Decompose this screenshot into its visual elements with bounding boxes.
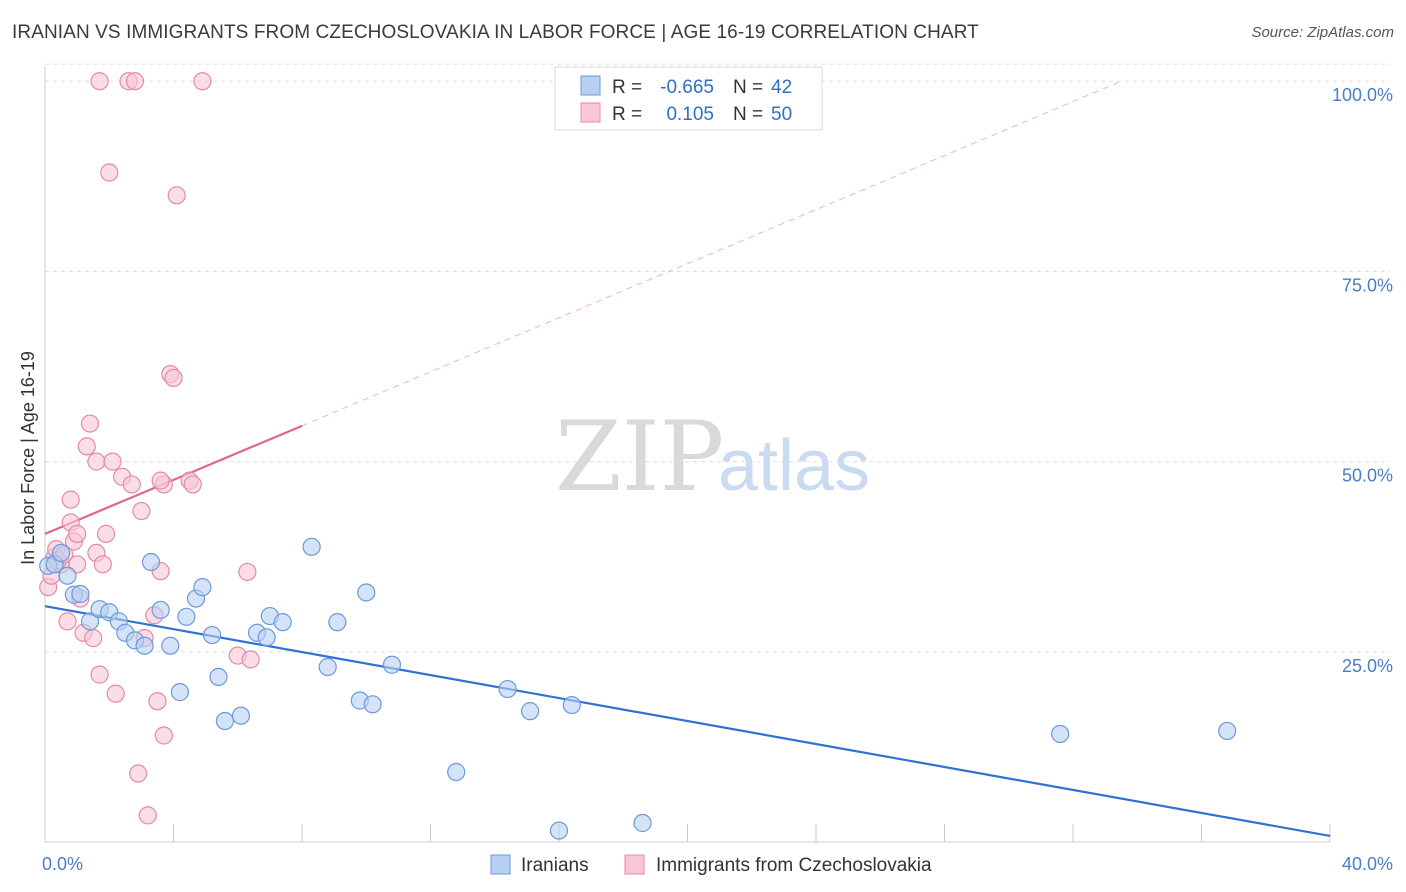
point-iranians [382, 655, 402, 674]
axes [44, 66, 1331, 843]
trend-line-iranians [44, 605, 1331, 837]
point-czech [132, 501, 151, 521]
point-iranians [177, 607, 196, 626]
legend-n-label-czech: N = [733, 104, 763, 125]
point-czech [68, 524, 87, 543]
source-credit: Source: ZipAtlas.com [1251, 24, 1394, 41]
point-czech [125, 72, 145, 91]
watermark-atlas: atlas [718, 426, 870, 506]
point-iranians [161, 636, 180, 655]
point-czech [90, 72, 109, 91]
point-czech [100, 163, 119, 182]
point-iranians [302, 537, 321, 556]
point-czech [77, 437, 96, 456]
point-czech [151, 471, 170, 490]
watermark: ZIP atlas [555, 401, 870, 513]
point-iranians [273, 613, 292, 632]
point-iranians [209, 667, 228, 687]
legend-r-label-iranians: R = [612, 77, 642, 98]
point-iranians [318, 657, 337, 677]
point-iranians [193, 578, 212, 597]
gridlines [45, 63, 1390, 653]
point-czech [58, 612, 77, 631]
trend-line-czech [44, 424, 303, 535]
point-czech [167, 186, 186, 205]
legend-swatch-iranians [580, 75, 601, 96]
point-czech [106, 684, 125, 703]
y-tick-label: 100.0% [1332, 85, 1393, 105]
point-czech [103, 452, 122, 471]
series-legend: Iranians Immigrants from Czechoslovakia [490, 854, 932, 876]
series-label-iranians: Iranians [521, 855, 589, 876]
point-iranians [141, 552, 161, 572]
series-swatch-iranians [490, 854, 511, 875]
y-tick-label: 25.0% [1342, 656, 1393, 676]
y-tick-labels: 25.0% 50.0% 75.0% 100.0% [1332, 85, 1393, 676]
point-czech [122, 475, 141, 494]
x-tick-labels: 0.0% 40.0% [42, 854, 1393, 874]
legend-r-value-iranians: -0.665 [660, 77, 714, 98]
point-czech [241, 650, 260, 669]
point-czech [138, 806, 157, 825]
point-iranians [357, 583, 376, 602]
legend-n-value-iranians: 42 [771, 77, 792, 98]
legend-r-value-czech: 0.105 [666, 104, 714, 125]
point-iranians [151, 600, 170, 620]
point-iranians [1051, 724, 1070, 744]
trend-line-czech-extension [301, 80, 1122, 427]
legend-n-label-iranians: N = [733, 77, 763, 98]
point-iranians [80, 612, 100, 631]
trend-lines [44, 80, 1331, 837]
point-czech [129, 764, 148, 783]
point-iranians [215, 711, 234, 731]
point-iranians [328, 613, 347, 632]
point-czech [238, 562, 257, 582]
y-axis-label: In Labor Force | Age 16-19 [18, 351, 38, 565]
point-iranians [549, 821, 569, 840]
y-tick-label: 50.0% [1342, 466, 1393, 486]
chart-title: IRANIAN VS IMMIGRANTS FROM CZECHOSLOVAKI… [12, 22, 979, 43]
point-czech [96, 524, 116, 543]
x-tick-label: 40.0% [1342, 854, 1393, 874]
point-iranians [257, 628, 276, 647]
point-iranians [170, 683, 190, 702]
point-iranians [520, 702, 540, 721]
series-swatch-czech [624, 854, 645, 875]
point-iranians [633, 813, 652, 833]
point-czech [193, 72, 212, 91]
point-iranians [71, 584, 90, 604]
point-iranians [135, 636, 154, 655]
point-iranians [447, 762, 466, 782]
point-iranians [562, 695, 581, 715]
point-czech [93, 555, 112, 574]
point-iranians [1218, 721, 1237, 741]
point-czech [164, 368, 183, 388]
x-tick-label: 0.0% [42, 854, 83, 874]
data-points [39, 72, 1237, 840]
point-iranians [498, 679, 517, 699]
legend-swatch-czech [580, 102, 601, 123]
point-iranians [363, 695, 382, 714]
point-iranians [202, 625, 222, 645]
point-czech [84, 629, 103, 648]
point-iranians [231, 706, 251, 725]
point-czech [90, 665, 109, 684]
correlation-legend: R = -0.665 N = 42 R = 0.105 N = 50 [554, 66, 823, 131]
point-czech [80, 414, 100, 433]
point-czech [61, 490, 80, 509]
legend-n-value-czech: 50 [771, 104, 792, 125]
watermark-zip: ZIP [555, 401, 724, 513]
point-iranians [51, 543, 71, 563]
point-czech [183, 475, 202, 494]
point-czech [87, 452, 106, 471]
point-czech [154, 726, 173, 745]
point-iranians [58, 566, 77, 585]
legend-r-label-czech: R = [612, 104, 642, 125]
series-label-czech: Immigrants from Czechoslovakia [656, 855, 932, 876]
point-czech [148, 692, 167, 711]
y-tick-label: 75.0% [1342, 275, 1393, 295]
